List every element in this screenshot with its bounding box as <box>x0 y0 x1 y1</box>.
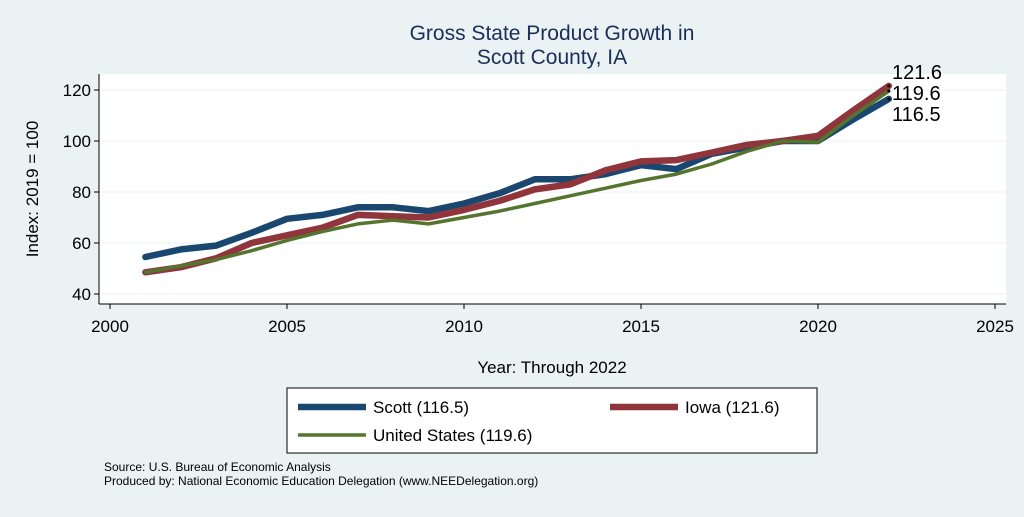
y-tick-label-80: 80 <box>72 183 91 202</box>
x-tick-label-2000: 2000 <box>91 317 129 336</box>
produced-by-note: Produced by: National Economic Education… <box>104 474 539 488</box>
x-axis-title: Year: Through 2022 <box>477 358 626 377</box>
legend-label-3: United States (119.6) <box>373 426 532 445</box>
chart-title-line-2: Scott County, IA <box>477 46 627 69</box>
legend-label-2: Iowa (121.6) <box>685 398 780 417</box>
source-note: Source: U.S. Bureau of Economic Analysis <box>104 460 331 474</box>
x-tick-label-2010: 2010 <box>445 317 483 336</box>
y-tick-label-60: 60 <box>72 234 91 253</box>
y-tick-label-100: 100 <box>63 132 91 151</box>
y-axis-title: Index: 2019 = 100 <box>23 121 42 258</box>
x-tick-label-2015: 2015 <box>622 317 660 336</box>
y-tick-label-40: 40 <box>72 285 91 304</box>
x-tick-label-2005: 2005 <box>268 317 306 336</box>
series-end-point-1 <box>887 97 891 101</box>
x-tick-label-2020: 2020 <box>799 317 837 336</box>
source-notes: Source: U.S. Bureau of Economic Analysis… <box>104 460 538 488</box>
end-label-2: 121.6 <box>892 62 942 84</box>
series-line-3 <box>143 89 891 275</box>
x-tick-label-2025: 2025 <box>976 317 1014 336</box>
y-tick-label-120: 120 <box>63 81 91 100</box>
end-label-3: 119.6 <box>892 83 941 105</box>
legend-box <box>286 387 818 454</box>
series-end-point-3 <box>887 89 891 93</box>
series-end-point-2 <box>887 84 891 88</box>
end-label-1: 116.5 <box>892 104 941 126</box>
series-line-2 <box>142 82 893 276</box>
legend-label-1: Scott (116.5) <box>373 398 469 417</box>
chart-title-line-1: Gross State Product Growth in <box>410 22 695 45</box>
